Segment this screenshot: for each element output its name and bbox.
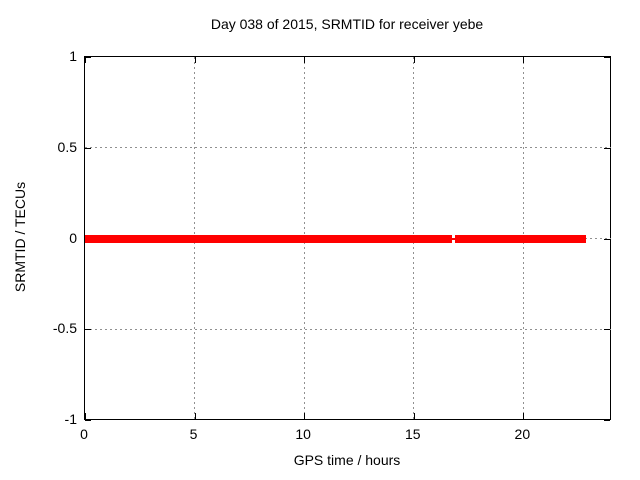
y-tick-mark-right (604, 329, 610, 331)
y-tick-label: 1 (69, 48, 77, 64)
y-tick-mark-right (604, 238, 610, 240)
y-tick-mark (85, 57, 91, 58)
y-tick-label: 0 (69, 229, 77, 246)
x-tick-label: 15 (404, 426, 421, 442)
x-tick-mark (523, 413, 525, 419)
y-tick-mark-right (604, 57, 610, 58)
x-tick-mark-top (194, 57, 196, 63)
x-tick-label: 20 (514, 426, 531, 442)
plot-area (84, 56, 611, 421)
y-tick-label: -1 (64, 411, 77, 427)
data-series-gap-connector (448, 237, 457, 240)
gridline-horizontal (85, 328, 611, 330)
x-tick-mark-top (85, 57, 86, 63)
y-tick-mark (85, 329, 91, 331)
x-tick-label: 0 (80, 426, 88, 442)
x-tick-mark-top (523, 57, 525, 63)
y-axis-label: SRMTID / TECUs (12, 181, 28, 293)
y-tick-mark-right (604, 420, 610, 421)
x-tick-label: 10 (295, 426, 311, 442)
data-series-segment (85, 234, 452, 243)
x-axis-label: GPS time / hours (293, 452, 401, 468)
x-tick-label: 5 (189, 426, 198, 442)
chart-title: Day 038 of 2015, SRMTID for receiver yeb… (210, 16, 484, 32)
data-series-segment (454, 234, 586, 243)
y-tick-mark (85, 420, 91, 421)
x-tick-mark (85, 413, 86, 419)
x-tick-mark-top (413, 57, 415, 63)
x-tick-mark (413, 413, 415, 419)
y-tick-label: -0.5 (52, 320, 77, 337)
y-tick-mark (85, 147, 91, 149)
gridline-horizontal (85, 147, 611, 149)
y-tick-label: 0.5 (57, 138, 77, 155)
x-tick-mark (304, 413, 306, 419)
x-tick-mark (194, 413, 196, 419)
x-tick-mark-top (304, 57, 306, 63)
y-tick-mark-right (604, 147, 610, 149)
